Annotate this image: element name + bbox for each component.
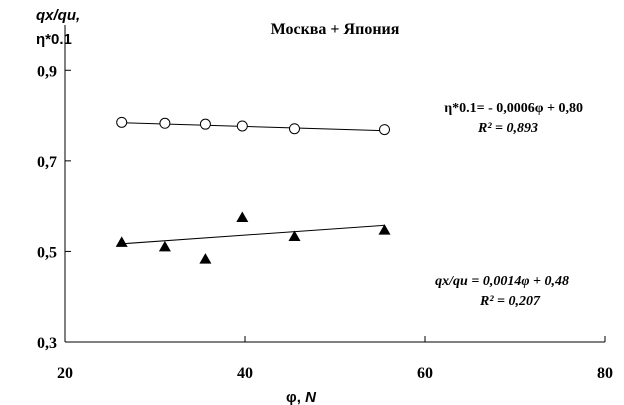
r2-qx: R² = 0,207: [479, 294, 541, 309]
x-tick-label: 60: [417, 365, 433, 382]
point-circle: [199, 118, 211, 130]
annotation-top: η*0.1= - 0,0006φ + 0,80 R² = 0,893: [444, 101, 583, 136]
r2-eta: R² = 0,893: [477, 121, 538, 136]
y-tick-label: 0,5: [37, 244, 57, 261]
point-circle: [379, 124, 390, 136]
x-axis-label-var: N: [305, 389, 317, 405]
data-series: [115, 116, 391, 264]
annotation-bottom: qx/qu = 0,0014φ + 0,48 R² = 0,207: [435, 274, 569, 309]
point-circle: [289, 123, 300, 135]
y-tick-label: 0,7: [37, 154, 57, 171]
trendline-1: [121, 224, 385, 245]
axis-ticks: 0,3 0,5 0,7 0,9 20 40 60 80: [37, 63, 613, 382]
y-axis-label-line2: η*0.1: [36, 31, 72, 48]
point-circle: [236, 120, 248, 132]
y-axis-label-line1: qx/qu,: [36, 7, 80, 24]
point-triangle: [236, 211, 249, 222]
x-axis-label-symbol: φ,: [286, 389, 305, 405]
x-tick-label: 40: [237, 365, 253, 382]
point-circle: [159, 117, 171, 129]
y-tick-label: 0,3: [37, 335, 57, 352]
point-circle: [116, 116, 128, 128]
point-triangle: [115, 236, 128, 247]
equation-qx: qx/qu = 0,0014φ + 0,48: [435, 274, 569, 289]
equation-eta: η*0.1= - 0,0006φ + 0,80: [444, 101, 583, 116]
point-triangle: [199, 253, 212, 264]
point-triangle: [288, 230, 301, 241]
y-tick-label: 0,9: [37, 63, 57, 80]
point-triangle: [378, 224, 391, 235]
plot-frame: [64, 25, 605, 343]
point-triangle: [158, 240, 171, 252]
x-tick-label: 80: [597, 365, 613, 382]
chart-title: Москва + Япония: [271, 21, 400, 38]
x-tick-label: 20: [57, 365, 73, 382]
x-axis-label: φ, N: [286, 389, 317, 405]
